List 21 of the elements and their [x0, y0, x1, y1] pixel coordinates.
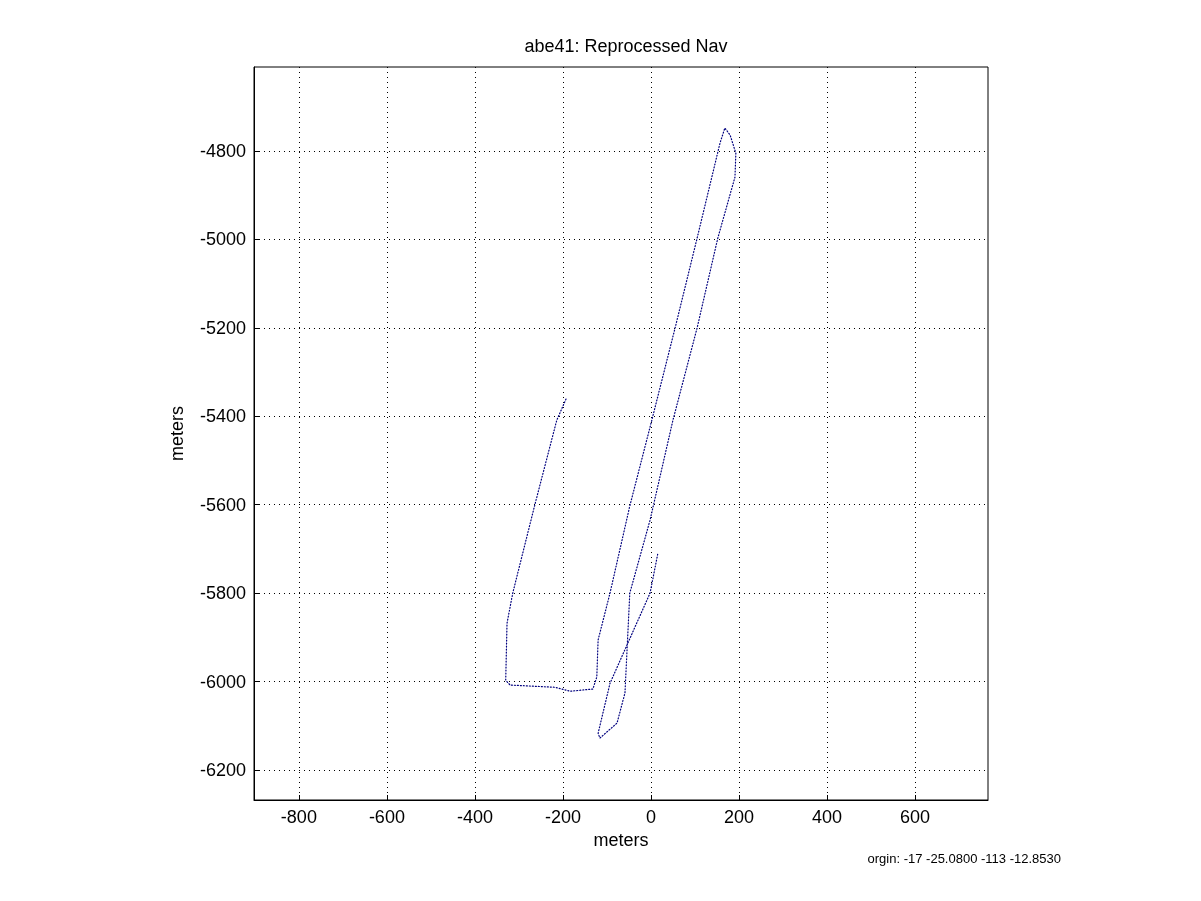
y-tick-label: -6200	[199, 759, 246, 780]
line-series	[505, 127, 737, 739]
y-tick-label: -5200	[199, 317, 246, 338]
y-tick-label: -5600	[199, 494, 246, 515]
x-tick-label: 0	[645, 807, 656, 827]
y-tick-label: -4800	[199, 141, 246, 161]
x-tick-label: -600	[368, 807, 405, 827]
x-tick-label: -800	[280, 807, 317, 827]
text: orgin: -17 -25.0800 -113 -12.8530	[867, 851, 1061, 866]
x-tick-label: 600	[899, 807, 930, 827]
y-tick-label: -6000	[199, 671, 246, 692]
x-axis-title: meters	[593, 829, 649, 850]
x-tick-label: -400	[456, 807, 493, 827]
chart-title: abe41: Reprocessed Nav	[524, 36, 728, 56]
x-tick-label: 400	[811, 807, 842, 827]
y-axis-title: meters	[167, 405, 187, 462]
y-tick-label: -5400	[199, 406, 246, 427]
y-tick-label: -5800	[199, 583, 246, 604]
y-tick-label: -5000	[199, 229, 246, 250]
x-tick-label: 200	[723, 807, 754, 827]
x-tick-label: -200	[544, 807, 581, 827]
